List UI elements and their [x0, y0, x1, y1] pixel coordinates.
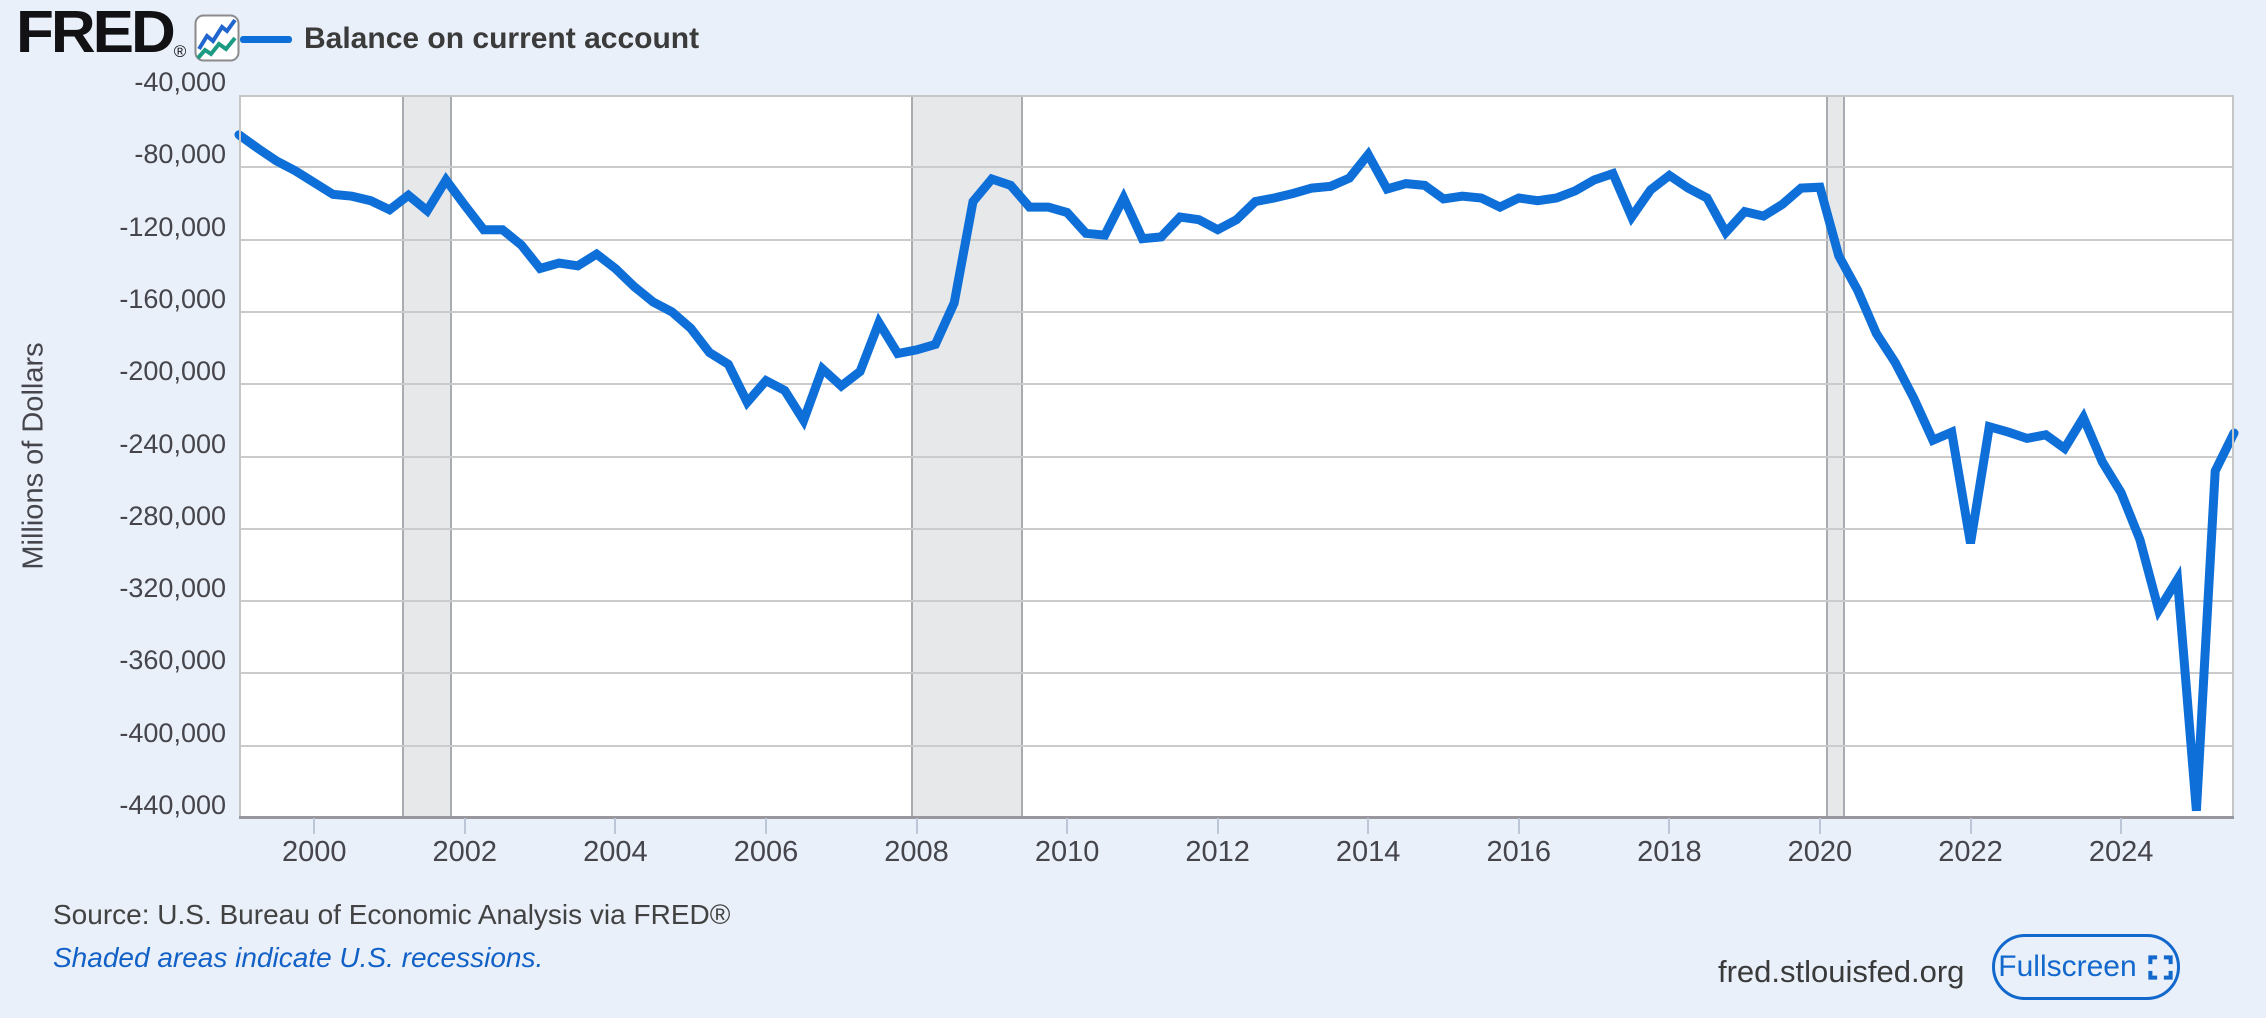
x-tick-label: 2022 [1938, 836, 2003, 868]
x-tick-mark [313, 818, 316, 834]
y-tick-label: -160,000 [119, 283, 226, 314]
plot-border-left [239, 95, 241, 818]
x-tick-label: 2004 [583, 836, 648, 868]
y-tick-label: -80,000 [134, 139, 226, 170]
y-tick-label: -320,000 [119, 573, 226, 604]
x-tick-mark [1818, 818, 1821, 834]
fullscreen-label: Fullscreen [1998, 950, 2137, 983]
x-tick-mark [463, 818, 466, 834]
x-tick-label: 2014 [1335, 836, 1401, 868]
x-tick-label: 2016 [1486, 836, 1552, 868]
gridline [239, 455, 2234, 458]
registered-mark: ® [173, 42, 187, 61]
y-tick-label: -440,000 [119, 790, 226, 820]
fred-logo-text: FRED [16, 0, 176, 66]
x-tick-mark [614, 818, 617, 834]
gridline [239, 238, 2234, 241]
x-tick-mark [2120, 818, 2123, 834]
x-tick-label: 2000 [282, 836, 347, 868]
x-tick-label: 2002 [432, 836, 498, 868]
legend: Balance on current account [240, 22, 699, 56]
gridline [239, 527, 2234, 530]
x-tick-mark [1517, 818, 1520, 834]
legend-series-label: Balance on current account [304, 22, 700, 55]
y-tick-label: -240,000 [119, 428, 226, 459]
source-text: Source: U.S. Bureau of Economic Analysis… [53, 899, 731, 930]
x-axis-line [239, 816, 2234, 819]
site-link[interactable]: fred.stlouisfed.org [1718, 954, 1965, 989]
recession-note: Shaded areas indicate U.S. recessions. [53, 942, 544, 973]
x-tick-label: 2020 [1787, 836, 1853, 868]
y-tick-label: -360,000 [119, 645, 226, 676]
gridline [239, 600, 2234, 603]
y-tick-label: -120,000 [119, 211, 226, 242]
y-tick-label: -280,000 [119, 500, 226, 531]
x-tick-label: 2012 [1185, 836, 1250, 868]
fred-sparkline-icon [194, 14, 240, 67]
gridline [239, 310, 2234, 313]
gridline [239, 166, 2234, 169]
x-tick-label: 2024 [2088, 836, 2154, 868]
fullscreen-icon [2147, 954, 2174, 981]
series-line [234, 130, 2239, 812]
y-tick-label: -400,000 [119, 717, 226, 748]
legend-line-swatch [240, 35, 292, 43]
fred-logo[interactable]: FRED ® [16, 2, 240, 67]
gridline [239, 744, 2234, 747]
series-svg [234, 130, 2239, 812]
plot-border-top [239, 95, 2234, 97]
x-tick-label: 2006 [733, 836, 799, 868]
plot-area[interactable] [234, 95, 2239, 819]
fullscreen-button[interactable]: Fullscreen [1992, 934, 2180, 1000]
x-tick-mark [1367, 818, 1370, 834]
x-tick-mark [765, 818, 767, 834]
x-tick-mark [1668, 818, 1671, 834]
gridline [239, 383, 2234, 386]
y-tick-label: -40,000 [134, 67, 226, 97]
x-tick-mark [1066, 818, 1069, 834]
x-tick-mark [1969, 818, 1972, 834]
x-tick-mark [1216, 818, 1219, 834]
x-tick-label: 2018 [1637, 836, 1702, 868]
plot-border-right [2232, 95, 2234, 818]
y-tick-label: -200,000 [119, 356, 226, 387]
gridline [239, 672, 2234, 675]
x-tick-mark [915, 818, 918, 834]
x-tick-label: 2008 [884, 836, 949, 868]
x-tick-label: 2010 [1034, 836, 1100, 868]
